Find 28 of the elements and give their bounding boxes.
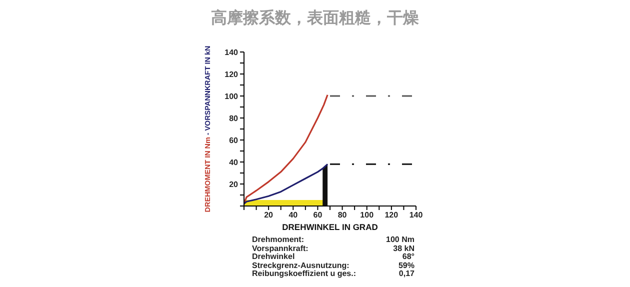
- y-tick-label: 120: [224, 70, 239, 79]
- text: Streckgrenz-Ausnutzung:: [252, 260, 350, 270]
- y-tick-label: 40: [229, 158, 239, 167]
- x-tick-label: 80: [338, 210, 348, 220]
- y-tick-label: 140: [224, 48, 239, 57]
- x-tick-label: 40: [288, 210, 298, 220]
- text: Reibungskoeffizient u ges.:: [252, 269, 358, 278]
- x-tick-label: 140: [409, 210, 424, 220]
- text: 0,17: [398, 269, 414, 278]
- chart-title: 高摩擦系数，表面粗糙，干燥: [210, 8, 420, 29]
- text: 100 Nm: [386, 235, 414, 244]
- x-tick-label: 20: [264, 210, 274, 220]
- x-axis-title: DREHWINKEL IN GRAD: [282, 222, 378, 232]
- text: 68°: [401, 252, 414, 262]
- x-tick-label: 60: [313, 210, 323, 220]
- x-tick-label: 120: [384, 210, 399, 220]
- x-tick-label: 100: [360, 210, 374, 220]
- text: Vorspannkraft:: [252, 244, 310, 253]
- y-tick-label: 100: [224, 92, 239, 101]
- y-tick-label: 20: [229, 180, 239, 189]
- text: Drehmoment:: [252, 235, 306, 244]
- y-tick-label: 80: [229, 114, 239, 123]
- text: 59%: [397, 260, 414, 270]
- line-series: [244, 94, 328, 205]
- line-series: [244, 163, 328, 205]
- y-tick-label: 60: [229, 136, 239, 145]
- text: Drehwinkel: [252, 252, 295, 262]
- text: 38 kN: [392, 244, 414, 253]
